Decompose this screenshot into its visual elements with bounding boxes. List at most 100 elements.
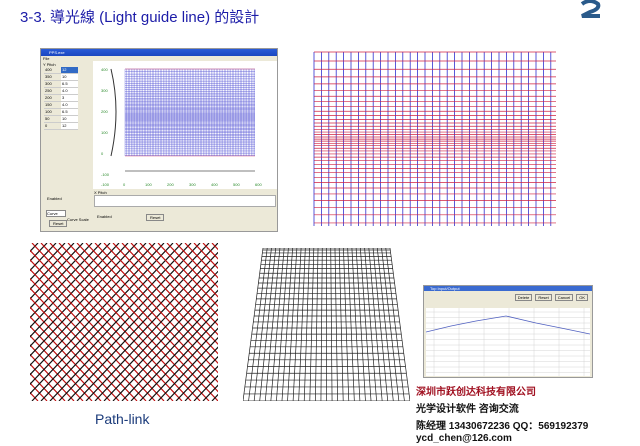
y-pitch-row[interactable]: 250 4.0 — [44, 88, 78, 95]
mesh-line — [68, 243, 218, 401]
mesh-line — [30, 243, 146, 401]
y-pitch-row[interactable]: 300 6.5 — [44, 81, 78, 88]
perspective-line — [330, 248, 333, 401]
y-pitch-row[interactable]: 50 10 — [44, 116, 78, 123]
mesh-line — [104, 243, 218, 401]
small-title-bar: Top Input/Output — [424, 286, 592, 291]
mesh-line — [185, 243, 218, 401]
mesh-line — [30, 243, 74, 401]
curve-scale-label: Curve Scale — [67, 217, 89, 222]
mesh-line — [176, 243, 218, 401]
y-pitch-row[interactable]: 0 12 — [44, 123, 78, 130]
mesh-line — [167, 243, 218, 401]
mesh-line — [32, 243, 182, 401]
cell[interactable]: 12 — [61, 67, 78, 73]
reset-button[interactable]: Reset — [535, 294, 552, 301]
reset-button[interactable]: Reset — [49, 220, 68, 227]
cell[interactable]: 12 — [62, 123, 67, 128]
cell[interactable]: 4.0 — [62, 102, 68, 107]
mesh-line — [30, 243, 137, 401]
x-pitch-table — [94, 195, 276, 207]
x-tick: -100 — [101, 182, 110, 187]
perspective-grid-image — [243, 248, 410, 401]
app-menu: File — [43, 56, 50, 61]
mesh-line — [50, 243, 200, 401]
x-tick: 300 — [189, 182, 196, 187]
perspective-line — [320, 248, 323, 401]
x-tick: 100 — [145, 182, 152, 187]
y-pitch-row[interactable]: 150 4.0 — [44, 102, 78, 109]
mesh-line — [30, 243, 65, 401]
y-pitch-row[interactable]: 350 10 — [44, 74, 78, 81]
ok-button[interactable]: OK — [576, 294, 588, 301]
mesh-line — [158, 243, 218, 401]
cell[interactable]: 300 — [44, 81, 61, 87]
perspective-line — [389, 248, 410, 401]
cell[interactable]: 350 — [44, 74, 61, 80]
email[interactable]: ycd_chen@126.com — [416, 433, 512, 444]
enabled-checkbox-x[interactable]: Enabled — [97, 214, 112, 219]
cell[interactable]: 4.0 — [62, 88, 68, 93]
cell[interactable]: 150 — [44, 102, 61, 108]
mesh-line — [95, 243, 218, 401]
perspective-line — [360, 248, 372, 401]
perspective-line — [248, 248, 268, 401]
cell[interactable]: 10 — [62, 116, 67, 121]
pitch-plot: 400 300 200 100 0 -100 -100 0 100 200 300 400 500 600 — [93, 61, 277, 189]
y-pitch-row[interactable]: 100 6.5 — [44, 109, 78, 116]
perspective-line — [253, 248, 272, 401]
cell[interactable]: 400 — [44, 67, 61, 73]
pitch-curve — [110, 68, 117, 157]
mesh-line — [86, 243, 218, 401]
app-screenshot: PPS.exe File Y Pitch 400 12 350 10 300 6.5 250… — [40, 48, 278, 232]
y-tick: 400 — [101, 67, 108, 72]
cell[interactable]: 6.5 — [62, 81, 68, 86]
cancel-button[interactable]: Cancel — [554, 294, 574, 301]
y-tick: 200 — [101, 109, 108, 114]
mesh-line — [77, 243, 218, 401]
perspective-line — [287, 248, 298, 401]
cell[interactable]: 6.5 — [62, 109, 68, 114]
cell[interactable]: 50 — [44, 116, 61, 122]
reset-button-x[interactable]: Reset — [146, 214, 165, 221]
mesh-line — [149, 243, 218, 401]
mesh-line — [176, 243, 218, 401]
mesh-line — [30, 243, 56, 401]
mesh-line — [30, 243, 164, 401]
mesh-line — [149, 243, 218, 401]
y-tick: 100 — [101, 130, 108, 135]
phone: 陈经理 13430672236 QQ：569192379 — [416, 421, 589, 432]
y-tick: -100 — [101, 172, 110, 177]
cell[interactable]: 100 — [44, 109, 61, 115]
x-tick: 500 — [233, 182, 240, 187]
cell[interactable]: 250 — [44, 88, 61, 94]
perspective-line — [385, 248, 405, 401]
mesh-line — [113, 243, 218, 401]
cell[interactable]: 3 — [62, 95, 65, 100]
mesh-line — [30, 243, 119, 401]
curve-editor-screenshot: Top Input/Output Delete Reset Cancel OK — [423, 285, 593, 378]
perspective-line — [315, 248, 319, 401]
delete-button[interactable]: Delete — [514, 294, 533, 301]
y-pitch-row[interactable]: 400 12 — [44, 67, 78, 74]
cell[interactable]: 0 — [44, 123, 61, 129]
curve-select[interactable]: Curve — [46, 210, 66, 217]
services: 光学设计软件 咨询交流 — [416, 404, 519, 415]
mesh-line — [30, 243, 92, 401]
perspective-line — [281, 248, 293, 401]
curve-plot — [426, 308, 590, 376]
perspective-line — [343, 248, 350, 401]
mesh-line — [30, 243, 128, 401]
y-pitch-row[interactable]: 200 3 — [44, 95, 78, 102]
y-tick: 0 — [101, 151, 104, 156]
perspective-line — [381, 248, 400, 401]
perspective-line — [338, 248, 344, 401]
mesh-line — [113, 243, 218, 401]
company-name: 深圳市跃创达科技有限公司 — [416, 387, 536, 398]
enabled-checkbox[interactable]: Enabled — [47, 196, 62, 201]
y-pitch-table: 400 12 350 10 300 6.5 250 4.0 200 3 150 4.0 100 6.5 50… — [44, 67, 78, 130]
mesh-line — [167, 243, 218, 401]
mesh-line — [158, 243, 218, 401]
cell[interactable]: 10 — [62, 74, 67, 79]
cell[interactable]: 200 — [44, 95, 61, 101]
